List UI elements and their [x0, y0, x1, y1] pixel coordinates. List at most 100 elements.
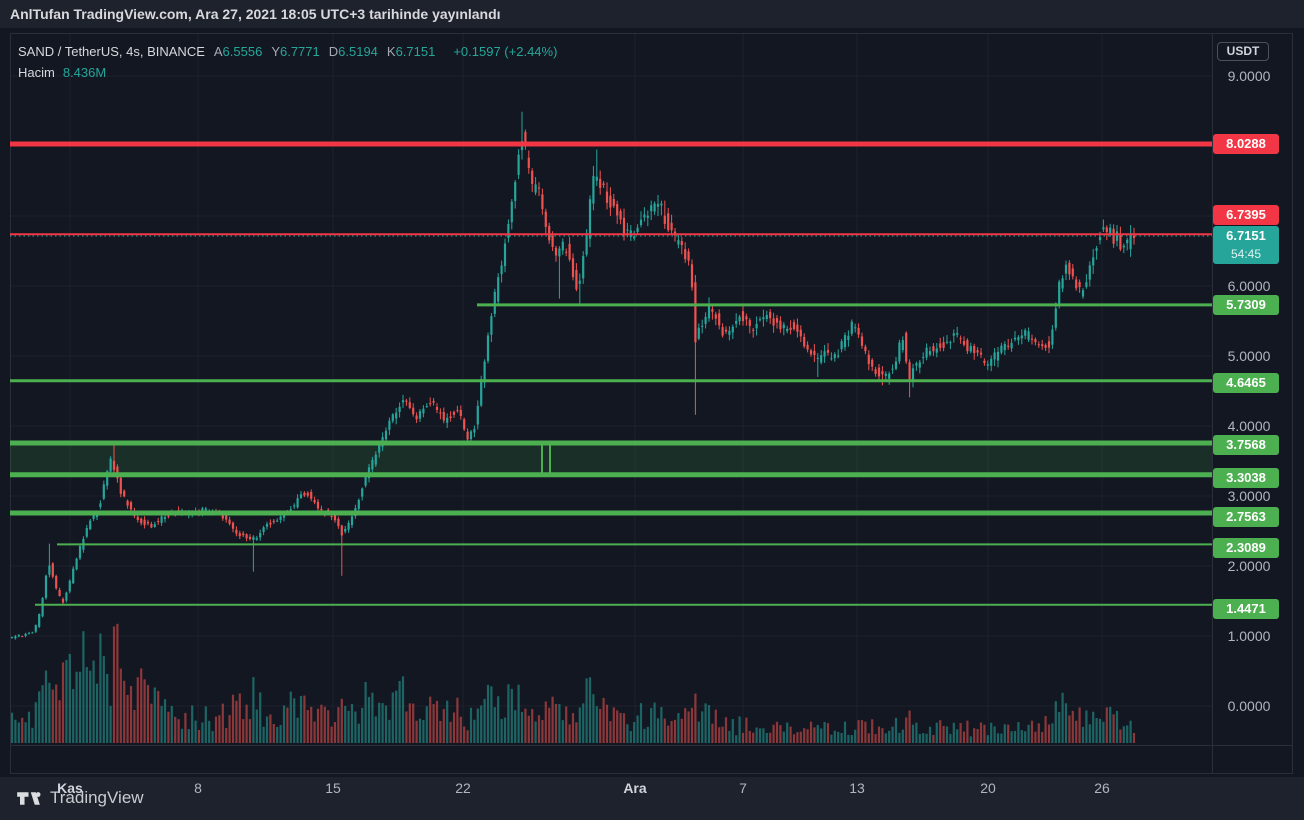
- candle-body: [44, 575, 48, 598]
- volume-bar: [1119, 729, 1122, 743]
- volume-bar: [616, 710, 619, 743]
- time-scale[interactable]: Kas 8 15 22 Ara 7 13 20 26: [10, 773, 1293, 802]
- candle-body: [690, 264, 694, 288]
- volume-bar: [371, 692, 374, 743]
- volume-bar: [520, 711, 524, 743]
- volume-bar: [765, 732, 768, 743]
- volume-bar: [456, 697, 459, 743]
- candle-body: [1132, 235, 1136, 239]
- volume-bar: [143, 679, 146, 743]
- volume-bar: [813, 727, 816, 743]
- candle-body: [636, 227, 639, 233]
- candle-body: [534, 184, 537, 193]
- candle-body: [357, 499, 360, 509]
- volume-bar: [31, 727, 34, 743]
- volume-bar: [123, 680, 126, 743]
- candle-body: [554, 247, 558, 256]
- candle-body: [17, 634, 20, 637]
- time-tick-label: 15: [325, 780, 341, 796]
- symbol-legend[interactable]: SAND / TetherUS, 4s, BINANCE A6.5556 Y6.7…: [18, 44, 557, 80]
- symbol-title[interactable]: SAND / TetherUS, 4s, BINANCE: [18, 44, 205, 59]
- price-scale[interactable]: USDT 9.0000 6.0000 5.0000 4.0000 3.0000 2.000…: [1213, 33, 1293, 745]
- tradingview-attribution[interactable]: TradingView: [16, 784, 144, 812]
- volume-bar: [1010, 731, 1013, 743]
- price-tick-label: 1.0000: [1227, 628, 1271, 644]
- volume-bar: [82, 631, 85, 743]
- volume-bar: [619, 712, 622, 743]
- volume-bar: [636, 715, 639, 743]
- candle-body: [619, 211, 622, 220]
- volume-bar: [391, 692, 394, 743]
- candle-body: [1078, 282, 1081, 288]
- volume-bar: [289, 691, 292, 743]
- currency-unit-button[interactable]: USDT: [1217, 42, 1269, 61]
- candle-body: [813, 350, 816, 356]
- candle-body: [347, 522, 350, 530]
- volume-bar: [78, 671, 82, 743]
- volume-bar: [612, 707, 615, 743]
- candle-body: [1092, 257, 1095, 266]
- candle-body: [157, 521, 160, 523]
- price-level-label: 2.7563: [1213, 507, 1279, 528]
- volume-bar: [588, 677, 592, 743]
- candle-body: [150, 523, 153, 528]
- volume-bar: [214, 716, 218, 743]
- volume-bar: [1013, 730, 1017, 743]
- candle-body: [983, 360, 986, 364]
- price-tick-label: 6.0000: [1227, 278, 1271, 294]
- candle-body: [51, 563, 54, 577]
- candle-body: [796, 324, 799, 332]
- volume-bar: [871, 719, 874, 743]
- volume-bar: [731, 719, 734, 743]
- candle-body: [769, 311, 772, 319]
- candle-body: [565, 251, 568, 253]
- volume-bar: [704, 703, 707, 743]
- volume-bar: [605, 704, 609, 743]
- volume-bar: [898, 732, 901, 743]
- volume-bar: [429, 696, 432, 743]
- volume-bar: [843, 721, 847, 743]
- chart-canvas[interactable]: [10, 33, 1212, 745]
- volume-bar: [772, 724, 775, 743]
- volume-bar: [449, 721, 452, 743]
- candle-body: [204, 508, 207, 511]
- time-axis-divider: [10, 745, 1293, 746]
- candle-body: [1109, 227, 1112, 235]
- candle-body: [935, 348, 938, 353]
- candle-body: [670, 222, 673, 231]
- candle-body: [452, 411, 456, 415]
- price-level-label: 3.7568: [1213, 435, 1279, 456]
- horizontal-level-lines: [10, 141, 1212, 606]
- candle-body: [418, 411, 422, 419]
- volume-bar: [622, 713, 626, 743]
- volume-bar: [796, 732, 799, 743]
- volume-bar: [296, 717, 299, 743]
- volume-bar: [293, 698, 296, 743]
- candle-body: [112, 460, 116, 470]
- volume-bar: [1126, 725, 1129, 743]
- volume-bar: [626, 724, 629, 743]
- candle-body: [1024, 330, 1027, 336]
- volume-bar: [592, 694, 595, 743]
- volume-bar: [333, 722, 337, 743]
- candle-body: [299, 494, 303, 498]
- volume-bar: [779, 725, 782, 743]
- candle-body: [27, 632, 31, 634]
- volume-bar: [514, 710, 517, 743]
- volume-bar: [979, 722, 983, 743]
- candle-body: [1054, 308, 1057, 328]
- candle-body: [1058, 281, 1061, 305]
- volume-bar: [412, 703, 415, 743]
- candle-body: [163, 517, 167, 519]
- volume-bar: [959, 723, 962, 743]
- candle-body: [544, 211, 547, 227]
- volume-bar: [38, 691, 41, 743]
- candle-body: [364, 475, 367, 486]
- candle-body: [231, 522, 235, 529]
- volume-bar: [259, 692, 262, 743]
- volume-bar: [231, 694, 235, 743]
- candle-body: [1007, 345, 1010, 347]
- volume-bar: [1064, 703, 1068, 743]
- candle-body: [469, 431, 473, 440]
- candle-body: [279, 516, 282, 521]
